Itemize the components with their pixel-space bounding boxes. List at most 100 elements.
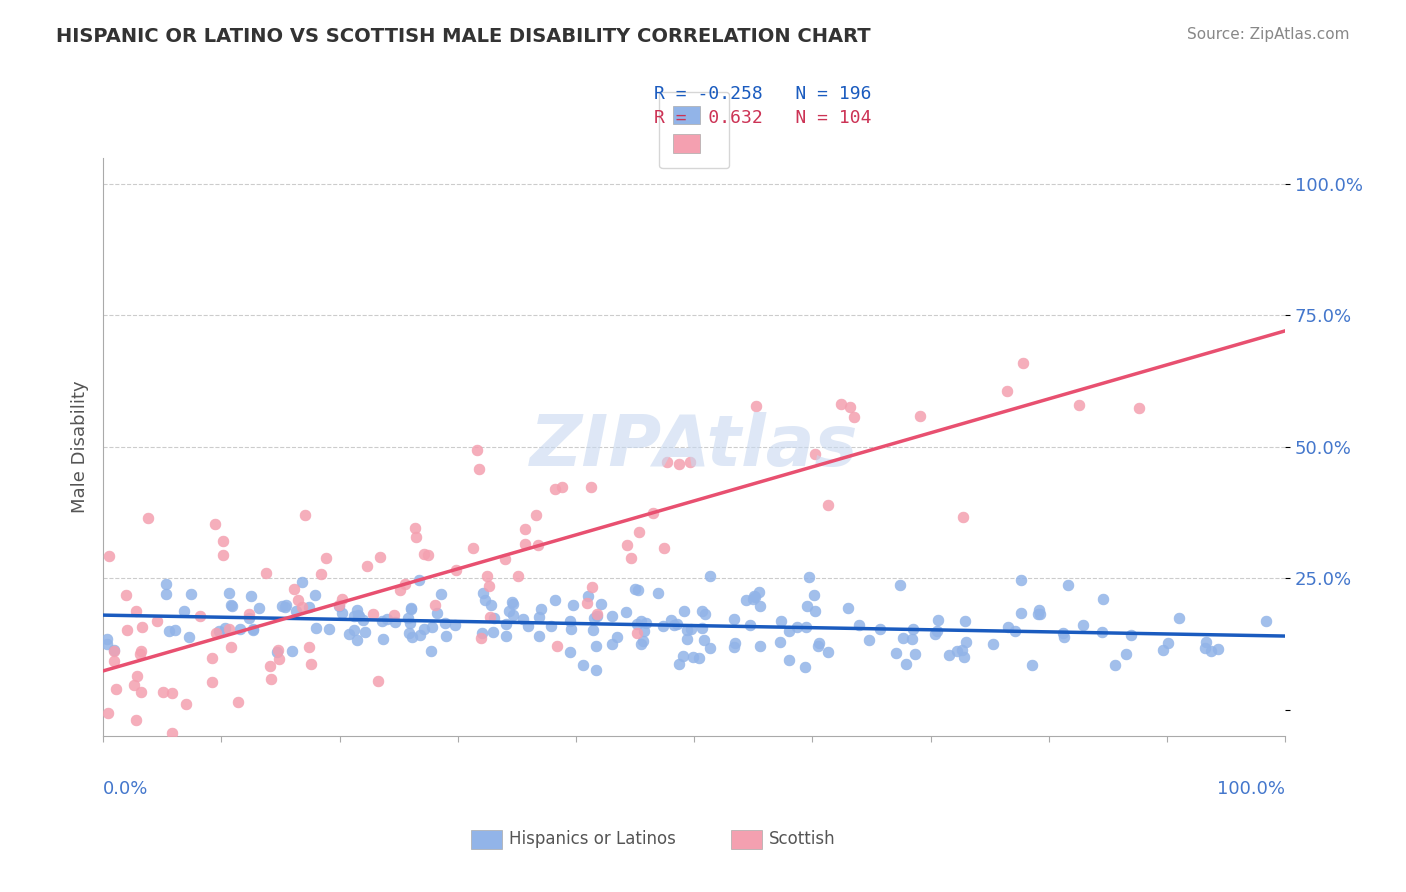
Point	[388, 582, 411, 597]
Point	[738, 618, 761, 632]
Text: ZIPAtlas: ZIPAtlas	[530, 412, 859, 482]
Point	[1012, 356, 1035, 370]
Point	[162, 686, 184, 700]
Point	[981, 637, 1004, 651]
Point	[576, 590, 599, 604]
Point	[305, 621, 328, 635]
Point	[155, 587, 177, 601]
Point	[330, 607, 353, 621]
Point	[891, 631, 914, 645]
Point	[212, 548, 235, 562]
Point	[1199, 643, 1222, 657]
Point	[1028, 607, 1050, 622]
Point	[337, 626, 360, 640]
Point	[524, 508, 547, 522]
Point	[468, 462, 491, 476]
Point	[688, 651, 710, 665]
Point	[283, 582, 305, 597]
Point	[96, 636, 118, 650]
Point	[103, 643, 125, 657]
Point	[328, 599, 350, 614]
Point	[1071, 618, 1094, 632]
Point	[495, 629, 517, 643]
Point	[501, 595, 523, 609]
Point	[382, 608, 405, 623]
Point	[97, 706, 120, 720]
Point	[572, 657, 595, 672]
Point	[699, 640, 721, 655]
Point	[218, 586, 240, 600]
Point	[163, 623, 186, 637]
Text: Hispanics or Latinos: Hispanics or Latinos	[509, 830, 676, 848]
Point	[516, 619, 538, 633]
Point	[808, 636, 831, 650]
Point	[226, 695, 249, 709]
Point	[342, 609, 364, 624]
Point	[267, 652, 290, 666]
Point	[309, 566, 332, 581]
Point	[408, 573, 430, 587]
Point	[291, 600, 314, 615]
Point	[803, 588, 825, 602]
Point	[298, 640, 321, 654]
Point	[506, 568, 529, 582]
Point	[626, 617, 648, 632]
Point	[204, 517, 226, 532]
Point	[869, 622, 891, 636]
Point	[744, 399, 766, 413]
Point	[796, 599, 818, 613]
Point	[844, 409, 866, 424]
Point	[748, 639, 770, 653]
Point	[515, 523, 537, 537]
Point	[620, 551, 643, 566]
Point	[724, 635, 747, 649]
Point	[304, 588, 326, 602]
Point	[633, 624, 655, 638]
Point	[693, 633, 716, 648]
Point	[444, 563, 467, 577]
Point	[238, 607, 260, 622]
Point	[995, 384, 1018, 399]
Point	[118, 737, 141, 751]
Point	[927, 613, 949, 627]
Point	[371, 614, 394, 628]
Point	[884, 646, 907, 660]
Point	[889, 577, 911, 591]
Point	[513, 537, 536, 551]
Point	[398, 626, 420, 640]
Point	[950, 642, 973, 657]
Point	[955, 635, 977, 649]
Point	[394, 577, 416, 591]
Point	[665, 616, 688, 631]
Point	[259, 658, 281, 673]
Point	[477, 579, 499, 593]
Point	[770, 614, 793, 628]
Point	[1021, 657, 1043, 672]
Point	[1090, 625, 1112, 640]
Point	[582, 611, 605, 625]
Point	[896, 657, 918, 672]
Point	[817, 645, 839, 659]
Point	[1104, 657, 1126, 672]
Point	[495, 616, 517, 631]
Point	[434, 616, 457, 631]
Point	[1052, 631, 1074, 645]
Point	[1128, 401, 1150, 416]
Point	[744, 590, 766, 604]
Point	[398, 615, 420, 630]
Point	[799, 570, 821, 584]
Point	[581, 580, 603, 594]
Point	[586, 607, 609, 621]
Point	[271, 599, 294, 613]
Point	[633, 633, 655, 648]
Point	[671, 649, 693, 664]
Point	[626, 626, 648, 640]
Point	[346, 607, 368, 622]
Point	[794, 620, 817, 634]
Point	[606, 631, 628, 645]
Point	[297, 599, 319, 614]
Point	[444, 617, 467, 632]
Point	[1119, 628, 1142, 642]
Point	[675, 632, 697, 647]
Point	[375, 612, 398, 626]
